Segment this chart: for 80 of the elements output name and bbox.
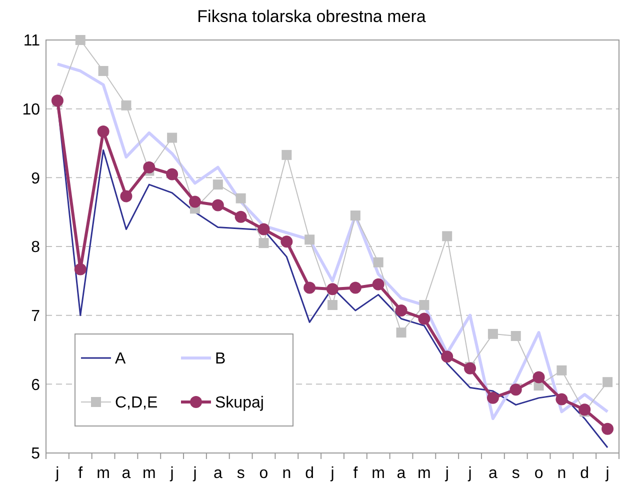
chart-title: Fiksna tolarska obrestna mera bbox=[197, 7, 426, 26]
point bbox=[98, 66, 108, 76]
point bbox=[282, 150, 292, 160]
x-tick-label: j bbox=[330, 465, 334, 482]
x-tick-label: f bbox=[353, 465, 358, 482]
point bbox=[464, 362, 476, 374]
point bbox=[602, 377, 613, 388]
point bbox=[97, 126, 110, 138]
point bbox=[419, 300, 430, 310]
point bbox=[74, 263, 86, 276]
legend-label: B bbox=[215, 350, 226, 368]
x-tick-label: j bbox=[467, 465, 472, 482]
x-tick-label: f bbox=[78, 465, 84, 482]
point bbox=[602, 422, 614, 435]
x-tick-label: o bbox=[259, 465, 268, 482]
x-tick-label: s bbox=[236, 465, 245, 482]
legend-label: Skupaj bbox=[215, 394, 264, 412]
x-tick-label: j bbox=[54, 465, 60, 482]
point bbox=[236, 193, 246, 204]
point bbox=[328, 300, 338, 310]
point bbox=[532, 371, 545, 384]
point bbox=[188, 196, 201, 208]
point bbox=[304, 234, 315, 245]
point bbox=[166, 168, 178, 180]
x-tick-label: n bbox=[557, 465, 566, 482]
y-tick-label: 9 bbox=[31, 170, 40, 188]
point bbox=[349, 282, 362, 294]
x-tick-label: a bbox=[396, 465, 406, 482]
point bbox=[350, 210, 360, 221]
point bbox=[304, 282, 316, 294]
point bbox=[258, 223, 270, 236]
x-tick-label: m bbox=[142, 465, 156, 482]
y-tick-label: 11 bbox=[23, 32, 40, 50]
legend-label: A bbox=[115, 350, 126, 368]
x-tick-label: m bbox=[418, 465, 431, 482]
point bbox=[121, 100, 132, 110]
point bbox=[143, 161, 156, 174]
x-tick-label: j bbox=[444, 465, 449, 482]
point bbox=[441, 350, 454, 363]
point bbox=[510, 384, 522, 396]
x-tick-label: d bbox=[580, 465, 590, 482]
point bbox=[395, 304, 408, 317]
point bbox=[372, 278, 384, 290]
point bbox=[486, 392, 499, 404]
point bbox=[258, 238, 269, 248]
point bbox=[510, 330, 521, 341]
point bbox=[556, 393, 568, 406]
x-tick-label: m bbox=[372, 465, 386, 482]
point bbox=[167, 132, 178, 143]
point bbox=[488, 328, 498, 339]
point bbox=[442, 231, 452, 242]
x-tick-label: a bbox=[213, 465, 222, 482]
legend-label: C,D,E bbox=[115, 394, 158, 412]
point bbox=[280, 236, 293, 248]
point bbox=[396, 328, 406, 338]
y-tick-label: 7 bbox=[31, 308, 40, 325]
x-tick-label: n bbox=[282, 465, 292, 482]
x-tick-label: a bbox=[488, 465, 498, 482]
point bbox=[578, 404, 591, 416]
point bbox=[75, 35, 86, 45]
point bbox=[326, 283, 338, 296]
point bbox=[120, 190, 132, 202]
x-tick-label: o bbox=[534, 465, 544, 482]
point bbox=[234, 210, 247, 223]
y-tick-label: 6 bbox=[31, 376, 40, 394]
point bbox=[212, 199, 224, 212]
x-tick-label: m bbox=[96, 465, 110, 482]
point bbox=[212, 180, 223, 190]
y-tick-label: 10 bbox=[22, 101, 40, 118]
x-tick-label: j bbox=[192, 465, 197, 482]
x-tick-label: j bbox=[604, 465, 610, 482]
point bbox=[556, 365, 567, 376]
point bbox=[418, 312, 430, 325]
y-tick-label: 8 bbox=[31, 239, 40, 256]
x-tick-label: a bbox=[122, 465, 131, 482]
x-tick-label: s bbox=[512, 465, 520, 482]
x-tick-label: j bbox=[169, 465, 174, 482]
x-tick-label: d bbox=[305, 465, 314, 482]
point bbox=[373, 257, 384, 268]
y-tick-label: 5 bbox=[31, 446, 40, 463]
